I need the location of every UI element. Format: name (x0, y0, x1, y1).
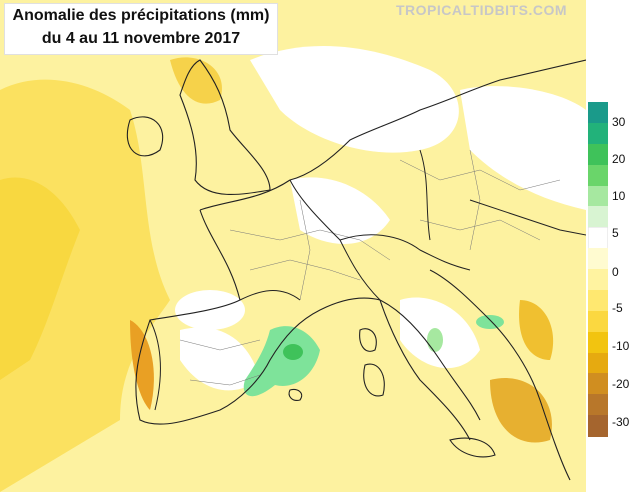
north-coast (199, 59, 586, 211)
ionian-dry-zone (490, 378, 552, 443)
legend-tick-label: -30 (612, 415, 630, 429)
legend-swatch (588, 143, 608, 166)
coastlines (126, 59, 586, 481)
balkan-dry-zone (519, 300, 554, 360)
sicily-outline (449, 437, 496, 458)
legend-swatch (588, 164, 608, 186)
france-east-neutral (290, 177, 390, 244)
ireland-outline (126, 116, 164, 157)
atlantic-deep-dry-zone (0, 177, 80, 380)
adriatic-wet-zone (476, 315, 504, 329)
admin-borders (179, 149, 561, 386)
scotland-dry-zone (170, 57, 222, 104)
legend-swatch (588, 122, 608, 145)
legend-swatch (588, 206, 608, 228)
central-europe-neutral (460, 86, 586, 210)
legend-tick-label: 10 (612, 189, 626, 203)
sardinia-outline (363, 363, 385, 397)
legend-tick-label: 5 (612, 226, 619, 240)
italy-coast (379, 299, 471, 441)
iberia-neutral (180, 327, 260, 391)
adriatic-coast (429, 269, 571, 481)
legend-swatch (588, 227, 608, 249)
legend-swatch (588, 310, 608, 333)
legend-tick-label: -20 (612, 377, 630, 391)
legend-swatch (588, 269, 608, 291)
watermark: TROPICALTIDBITS.COM (396, 2, 568, 18)
legend-swatch (588, 352, 608, 374)
legend-swatch (588, 185, 608, 207)
legend-swatch (588, 102, 608, 124)
legend-swatch (588, 289, 608, 312)
catalonia-wet-core (283, 344, 303, 360)
legend-swatch (588, 415, 608, 437)
north-sea-neutral (250, 46, 459, 153)
legend-swatch (588, 248, 608, 270)
national-borders (149, 149, 586, 411)
color-legend: 30 20 10 5 0 -5 -10 -20 -30 (588, 102, 639, 437)
catalonia-wet-zone (243, 326, 320, 397)
legend-tick-label: 20 (612, 152, 626, 166)
atlantic-dry-zone (0, 79, 170, 492)
legend-tick-label: -10 (612, 339, 630, 353)
legend-swatch (588, 331, 608, 353)
legend-tick-label: 0 (612, 265, 619, 279)
anomaly-map (0, 0, 586, 492)
west-south-coast (135, 209, 481, 425)
title-line-2: du 4 au 11 novembre 2017 (41, 30, 241, 47)
legend-swatch (588, 373, 608, 395)
britain-outline (179, 59, 271, 195)
italy-wet-zone (427, 328, 443, 352)
title-line-1: Anomalie des précipitations (mm) (12, 7, 270, 24)
balearic-outline (288, 389, 303, 401)
map-area (0, 0, 586, 492)
legend-swatch (588, 394, 608, 416)
legend-tick-label: -5 (612, 301, 623, 315)
legend-tick-label: 30 (612, 115, 626, 129)
corsica-outline (359, 328, 377, 352)
map-title: Anomalie des précipitations (mm) du 4 au… (4, 3, 278, 55)
portugal-dry-zone (130, 320, 154, 410)
